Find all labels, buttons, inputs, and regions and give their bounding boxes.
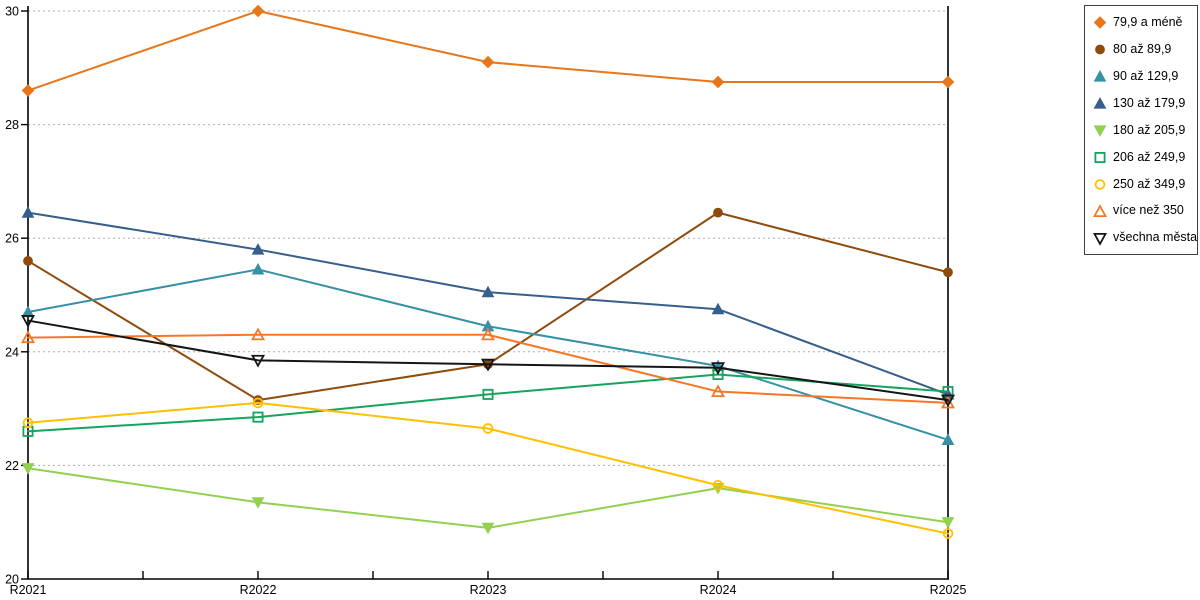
data-point-4-4 [941,517,955,529]
legend-triangle-down-icon [1093,125,1107,137]
data-point-8-2 [480,358,496,372]
legend-item-label: 250 až 349,9 [1113,176,1186,191]
data-point-8-4 [940,394,956,408]
legend-marker-glyph-8 [1092,232,1108,246]
data-point-0-3 [711,75,725,89]
legend-triangle-up-icon [1093,97,1107,109]
legend-item-0: 79,9 a méně [1092,9,1195,36]
data-point-2-4 [941,433,955,445]
data-point-7-3 [710,384,726,398]
data-point-8-3 [710,362,726,375]
legend-item-label: 90 až 129,9 [1113,68,1179,83]
data-point-3-3 [711,302,725,315]
legend-triangle-up-icon [1093,70,1107,82]
x-tick-label: R2023 [470,583,507,597]
legend-marker-glyph-1 [1095,44,1105,55]
legend-marker-glyph-7 [1092,203,1108,217]
data-point-6-0 [22,417,34,429]
data-point-7-2 [480,327,496,341]
data-point-3-2 [481,285,495,298]
data-point-4-1 [251,497,265,509]
data-point-5-2 [482,388,494,400]
data-point-2-1 [251,263,265,275]
legend-item-label: 80 až 89,9 [1113,42,1172,57]
x-tick-label: R2024 [700,583,737,597]
data-point-8-1 [250,354,266,368]
legend-item-5: 206 až 249,9 [1092,143,1195,170]
series-line-8 [27,319,949,402]
data-point-6-2 [482,423,494,434]
x-tick-label: R2022 [240,583,277,597]
data-point-0-4 [941,75,955,89]
series-line-6 [27,401,949,535]
legend-square-open-icon [1094,151,1106,163]
legend-marker-glyph-3 [1093,97,1107,109]
legend-circle-open-icon [1094,178,1106,190]
legend-marker-glyph-4 [1093,125,1107,137]
data-point-3-0 [21,206,35,218]
legend-item-1: 80 až 89,9 [1092,36,1195,63]
data-point-1-0 [23,256,33,266]
y-tick-label: 26 [5,232,19,246]
legend-item-7: více než 350 [1092,197,1195,224]
data-point-0-0 [21,84,35,97]
legend-item-4: 180 až 205,9 [1092,117,1195,144]
legend-item-2: 90 až 129,9 [1092,63,1195,90]
legend-marker-glyph-0 [1093,16,1107,30]
data-point-1-4 [943,267,953,278]
data-point-8-0 [20,315,36,328]
legend-marker-glyph-2 [1093,70,1107,82]
legend-item-label: více než 350 [1113,203,1184,218]
data-point-6-1 [252,397,264,409]
data-point-7-1 [250,327,266,341]
data-point-7-0 [20,330,36,344]
series-line-4 [27,467,949,529]
data-point-5-3 [712,369,724,381]
data-point-6-4 [942,528,954,539]
legend-circle-icon [1095,44,1105,55]
legend-item-3: 130 až 179,9 [1092,90,1195,117]
y-tick-label: 20 [5,573,19,587]
y-tick-label: 22 [5,459,19,473]
legend-item-label: 180 až 205,9 [1113,122,1186,137]
legend-item-label: 130 až 179,9 [1113,95,1186,110]
legend-item-label: 206 až 249,9 [1113,149,1186,164]
data-point-4-0 [21,463,35,475]
data-point-0-2 [481,55,495,69]
data-point-4-2 [481,522,495,535]
data-point-7-4 [940,395,956,409]
data-point-3-1 [251,243,265,255]
data-point-1-3 [713,207,723,218]
y-tick-label: 30 [5,5,19,19]
legend-item-8: všechna města [1092,224,1198,251]
legend-item-label: 79,9 a méně [1113,15,1183,30]
series-line-0 [27,10,949,92]
data-point-5-1 [252,411,264,423]
legend: 79,9 a méně 80 až 89,9 90 až 129,9 130 až 1… [1084,5,1198,256]
legend-item-6: 250 až 349,9 [1092,170,1195,197]
x-tick-label: R2021 [10,583,47,597]
data-point-6-3 [712,479,724,491]
y-tick-label: 28 [5,118,19,132]
legend-triangle-down-open-icon [1092,232,1108,246]
series-line-1 [27,211,949,402]
series-line-5 [27,373,949,433]
legend-marker-glyph-6 [1094,178,1106,190]
legend-triangle-up-open-icon [1092,203,1108,217]
legend-item-label: všechna města [1113,230,1198,245]
plot-area: 20 22 24 26 28 30 R2021 R2022 R2023 R2024 R2025 [5,4,967,598]
series-line-7 [27,333,949,404]
x-tick-label: R2025 [930,583,967,597]
y-tick-label: 24 [5,345,19,359]
data-point-0-1 [251,4,265,18]
legend-marker-glyph-5 [1094,151,1106,163]
legend-diamond-icon [1093,16,1107,30]
